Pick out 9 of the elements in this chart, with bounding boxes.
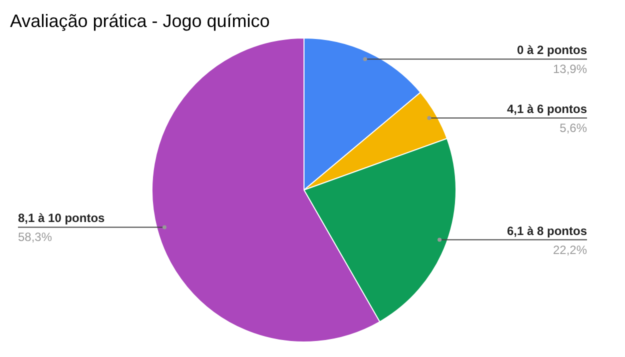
slice-label: 0 à 2 pontos [516, 43, 588, 58]
slice-label: 4,1 à 6 pontos [506, 102, 588, 116]
chart-title: Avaliação prática - Jogo químico [10, 11, 270, 31]
data-label: 58,3% [18, 230, 52, 244]
data-label: 13,9% [552, 62, 588, 76]
data-label: 22,2% [552, 242, 588, 257]
slice-label: 6,1 à 8 pontos [506, 224, 588, 238]
data-label: 5,6% [560, 121, 588, 136]
slice-label: 8,1 à 10 pontos [18, 211, 106, 226]
